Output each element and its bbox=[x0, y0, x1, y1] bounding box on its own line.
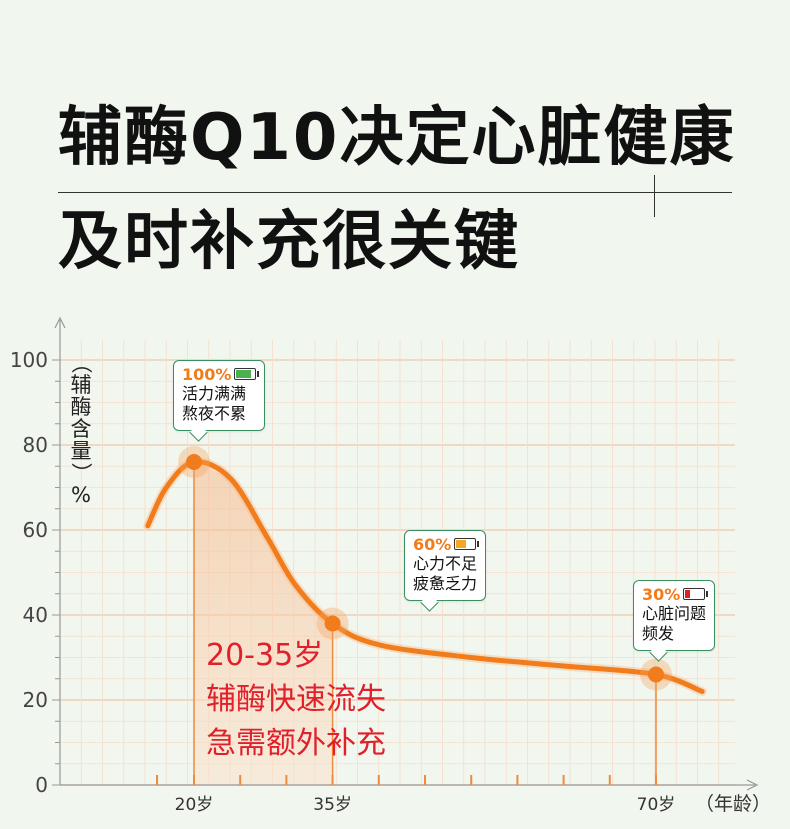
y-tick-label: 20 bbox=[23, 688, 48, 712]
highlight-points bbox=[178, 446, 672, 691]
x-axis-arrow bbox=[746, 779, 759, 791]
battery-full-icon bbox=[234, 368, 260, 380]
y-tick-label: 40 bbox=[23, 603, 48, 627]
y-axis-label: （辅酶含量）% bbox=[69, 352, 93, 507]
annotation-line-3: 急需额外补充 bbox=[206, 726, 386, 761]
tooltip-70: 30% 心脏问题 频发 bbox=[633, 580, 716, 651]
battery-low-icon bbox=[683, 588, 709, 600]
y-tick-labels: 0 20 40 60 80 100 bbox=[10, 348, 48, 797]
title-divider bbox=[58, 192, 732, 193]
battery-half-icon bbox=[454, 538, 480, 550]
x-tick-label: 20岁 bbox=[175, 795, 214, 815]
annotation-line-2: 辅酶快速流失 bbox=[206, 682, 386, 717]
y-axis-arrow bbox=[54, 316, 66, 329]
title-line-2: 及时补充很关键 bbox=[58, 205, 520, 279]
tooltip-70-percent: 30% bbox=[642, 585, 681, 604]
tooltip-20-line1: 活力满满 bbox=[182, 384, 247, 403]
grid bbox=[59, 340, 735, 786]
tooltip-35-percent: 60% bbox=[413, 535, 452, 554]
y-tick-label: 60 bbox=[23, 518, 48, 542]
tooltip-20-line2: 熬夜不累 bbox=[182, 404, 247, 423]
age-markers bbox=[193, 462, 657, 785]
x-tick-label: 70岁 bbox=[637, 795, 676, 815]
title-divider-tick bbox=[654, 175, 655, 217]
point-20 bbox=[186, 454, 202, 470]
title-line-1: 辅酶Q10决定心脏健康 bbox=[58, 101, 736, 175]
axes bbox=[52, 316, 759, 791]
tooltip-20-percent: 100% bbox=[182, 365, 232, 384]
tooltip-35-line2: 疲惫乏力 bbox=[413, 574, 478, 593]
x-axis-label: （年龄） bbox=[695, 793, 771, 815]
y-tick-label: 0 bbox=[35, 773, 48, 797]
annotation: 20-35岁 辅酶快速流失 急需额外补充 bbox=[206, 634, 386, 766]
x-tick-labels: 20岁 35岁 70岁 （年龄） bbox=[175, 793, 771, 815]
point-70 bbox=[648, 666, 664, 683]
y-tick-label: 100 bbox=[10, 348, 48, 372]
shaded-age-range bbox=[194, 462, 333, 785]
annotation-line-1: 20-35岁 bbox=[206, 638, 324, 673]
x-tick-label: 35岁 bbox=[313, 795, 352, 815]
y-tick-label: 80 bbox=[23, 433, 48, 457]
tooltip-70-line1: 心脏问题 bbox=[642, 604, 707, 623]
tooltip-35: 60% 心力不足 疲惫乏力 bbox=[404, 530, 487, 601]
point-35 bbox=[324, 615, 341, 632]
tooltip-20: 100% 活力满满 熬夜不累 bbox=[173, 360, 266, 431]
tooltip-35-line1: 心力不足 bbox=[413, 554, 478, 573]
tooltip-70-line2: 频发 bbox=[642, 624, 675, 643]
